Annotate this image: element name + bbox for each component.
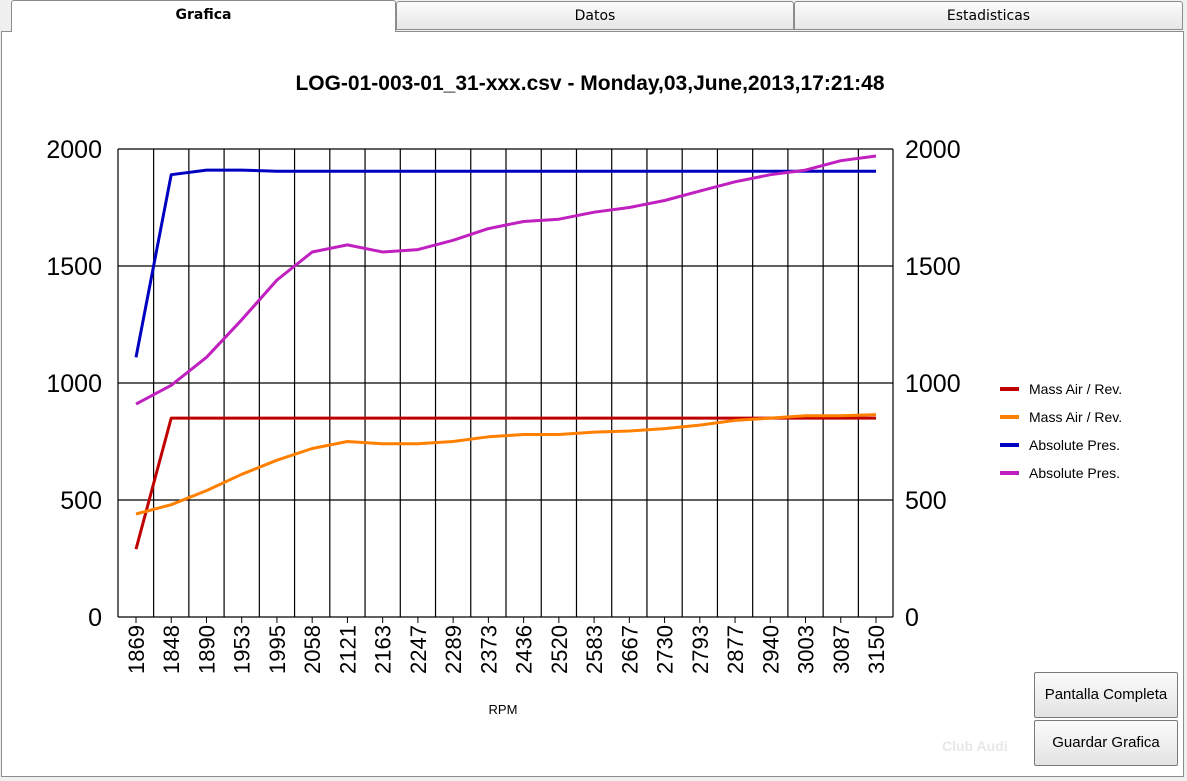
chart-panel bbox=[1, 31, 1184, 777]
tab-grafica[interactable]: Grafica bbox=[11, 0, 396, 32]
x-tick-label-9: 2289 bbox=[441, 625, 466, 674]
x-tick-label-15: 2730 bbox=[653, 625, 678, 674]
x-tick-label-1: 1848 bbox=[159, 625, 184, 674]
tab-estadisticas[interactable]: Estadisticas bbox=[794, 1, 1183, 30]
x-tick-label-0: 1869 bbox=[124, 625, 149, 674]
watermark: Club Audi bbox=[942, 738, 1008, 754]
x-tick-label-16: 2793 bbox=[688, 625, 713, 674]
series-line-3 bbox=[135, 154, 877, 406]
y-tick-right-4: 2000 bbox=[905, 136, 961, 164]
chart-title: LOG-01-003-01_31-xxx.csv - Monday,03,Jun… bbox=[295, 72, 884, 95]
x-tick-label-5: 2058 bbox=[300, 625, 325, 674]
y-tick-left-0: 0 bbox=[88, 604, 102, 632]
x-tick-label-19: 3003 bbox=[794, 625, 819, 674]
y-tick-left-1: 500 bbox=[60, 487, 102, 515]
y-tick-left-3: 1500 bbox=[46, 253, 102, 281]
series-line-2 bbox=[134, 168, 876, 358]
x-tick-label-14: 2667 bbox=[617, 625, 642, 674]
x-tick-label-12: 2520 bbox=[547, 625, 572, 674]
x-tick-label-2: 1890 bbox=[194, 625, 219, 674]
x-tick-label-11: 2436 bbox=[512, 625, 537, 674]
x-tick-label-6: 2121 bbox=[335, 625, 360, 674]
save-chart-button[interactable]: Guardar Grafica bbox=[1034, 720, 1178, 766]
fullscreen-button[interactable]: Pantalla Completa bbox=[1034, 672, 1178, 718]
y-tick-left-4: 2000 bbox=[46, 136, 102, 164]
x-tick-label-8: 2247 bbox=[406, 625, 431, 674]
tab-strip: Grafica Datos Estadisticas bbox=[0, 0, 1187, 32]
y-tick-left-2: 1000 bbox=[46, 370, 102, 398]
legend-label-0: Mass Air / Rev. bbox=[1029, 381, 1122, 397]
y-tick-right-2: 1000 bbox=[905, 370, 961, 398]
x-tick-label-7: 2163 bbox=[371, 625, 396, 674]
x-tick-label-3: 1953 bbox=[230, 625, 255, 674]
x-tick-label-21: 3150 bbox=[864, 625, 889, 674]
x-axis-label: RPM bbox=[489, 702, 518, 717]
x-tick-label-10: 2373 bbox=[476, 625, 501, 674]
x-tick-label-13: 2583 bbox=[582, 625, 607, 674]
x-tick-label-17: 2877 bbox=[723, 625, 748, 674]
y-tick-right-0: 0 bbox=[905, 604, 919, 632]
legend-label-1: Mass Air / Rev. bbox=[1029, 409, 1122, 425]
series-line-1 bbox=[135, 413, 877, 516]
x-tick-label-18: 2940 bbox=[758, 625, 783, 674]
x-tick-label-20: 3087 bbox=[829, 625, 854, 674]
x-tick-label-4: 1995 bbox=[265, 625, 290, 674]
y-tick-right-3: 1500 bbox=[905, 253, 961, 281]
legend-label-2: Absolute Pres. bbox=[1029, 437, 1120, 453]
y-tick-right-1: 500 bbox=[905, 487, 947, 515]
legend-label-3: Absolute Pres. bbox=[1029, 465, 1120, 481]
tab-datos[interactable]: Datos bbox=[396, 1, 794, 30]
